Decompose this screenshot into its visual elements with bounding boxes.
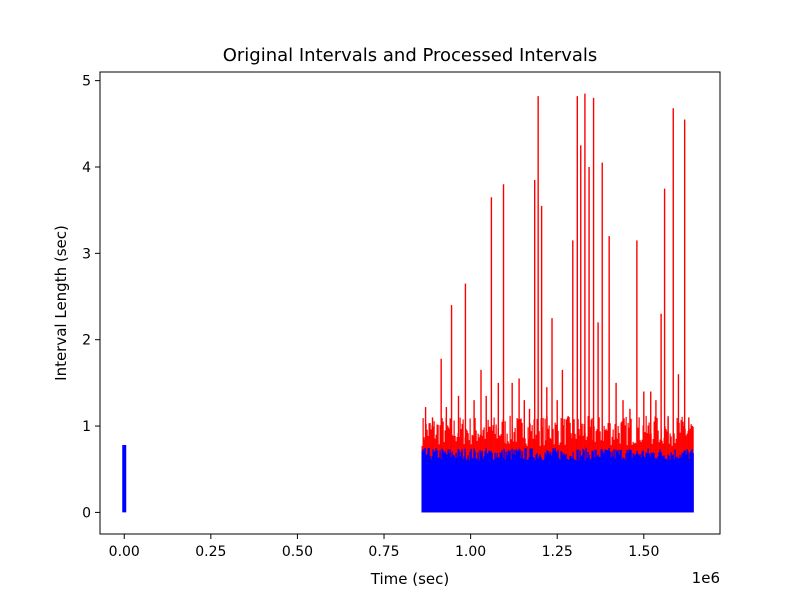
x-tick-label: 1.25 [542, 544, 573, 560]
x-tick-label: 0.00 [109, 544, 140, 560]
chart-title: Original Intervals and Processed Interva… [223, 45, 598, 66]
x-tick-label: 0.50 [282, 544, 313, 560]
y-axis-label: Interval Length (sec) [52, 225, 70, 381]
y-tick-label: 1 [82, 419, 91, 435]
y-tick-label: 4 [82, 160, 91, 176]
x-axis-ticks: 0.00 0.25 0.50 0.75 1.00 1.25 1.50 [109, 534, 659, 560]
y-tick-label: 0 [82, 505, 91, 521]
x-tick-label: 1.50 [628, 544, 659, 560]
y-axis-ticks: 0 1 2 3 4 5 [82, 74, 100, 521]
y-tick-label: 2 [82, 333, 91, 349]
axes-frame [99, 71, 721, 535]
x-tick-label: 1.00 [455, 544, 486, 560]
x-tick-label: 0.75 [368, 544, 399, 560]
x-axis-offset-text: 1e6 [692, 569, 720, 587]
x-tick-label: 0.25 [195, 544, 226, 560]
y-tick-label: 3 [82, 246, 91, 262]
y-tick-label: 5 [82, 74, 91, 90]
x-axis-label: Time (sec) [370, 570, 449, 588]
chart-marks [122, 93, 694, 513]
